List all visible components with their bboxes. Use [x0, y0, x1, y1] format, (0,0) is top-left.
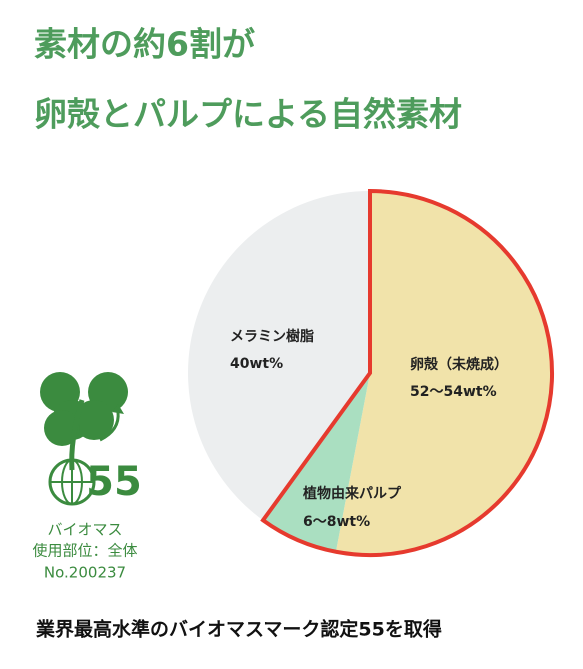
footer: 業界最高水準のバイオマスマーク認定55を取得	[35, 618, 442, 641]
pie-slice	[263, 373, 370, 552]
pie-slice	[187, 191, 370, 521]
natural-material-outline	[260, 188, 554, 557]
title-line: 素材の約6割が	[34, 25, 255, 64]
biomass-logo	[40, 372, 128, 506]
logo-text: No.200237	[44, 564, 126, 582]
slice-value: 52〜54wt%	[410, 384, 497, 400]
slice-value: 40wt%	[230, 356, 283, 372]
logo-number: 55	[86, 459, 142, 505]
slice-label: メラミン樹脂	[230, 328, 314, 345]
pie	[187, 188, 554, 557]
pie-slice	[335, 191, 552, 555]
title-line: 卵殻とパルプによる自然素材	[34, 95, 462, 134]
logo-text: 使用部位：全体	[32, 542, 137, 560]
slice-value: 6〜8wt%	[303, 514, 370, 530]
logo-text: バイオマス	[47, 521, 122, 539]
slice-label: 植物由来パルプ	[302, 485, 402, 502]
slice-label: 卵殻（未焼成）	[410, 356, 508, 373]
